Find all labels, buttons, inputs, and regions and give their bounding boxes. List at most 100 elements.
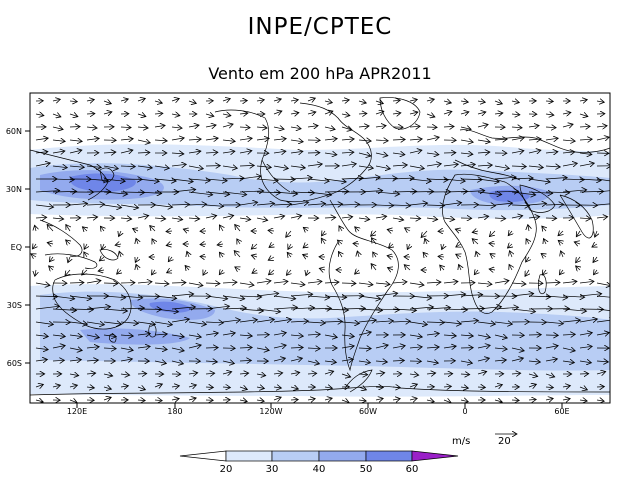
wind-vector bbox=[476, 251, 478, 257]
wind-vector bbox=[290, 166, 305, 168]
wind-vector bbox=[273, 192, 298, 194]
wind-vector bbox=[494, 203, 513, 205]
colorbar-label-60: 60 bbox=[406, 464, 419, 475]
wind-vector bbox=[217, 244, 224, 245]
wind-vector bbox=[52, 360, 64, 361]
wind-vector bbox=[375, 192, 400, 194]
wind-vector bbox=[562, 386, 570, 387]
wind-vector bbox=[239, 320, 257, 322]
wind-vector bbox=[290, 321, 308, 322]
colorbar-upper-triangle bbox=[411, 450, 459, 462]
wind-vector bbox=[477, 112, 486, 114]
wind-vector bbox=[477, 140, 490, 142]
wind-vector bbox=[86, 138, 99, 140]
wind-vector bbox=[35, 205, 54, 207]
wind-vector bbox=[561, 251, 563, 258]
wind-vector bbox=[494, 166, 509, 169]
wind-vector bbox=[290, 140, 303, 142]
wind-vector bbox=[579, 361, 591, 363]
wind-vector bbox=[562, 281, 577, 283]
wind-vector bbox=[596, 217, 608, 218]
wind-vector bbox=[152, 270, 156, 275]
wind-vector bbox=[205, 387, 213, 388]
wind-vector bbox=[268, 257, 275, 260]
wind-vector bbox=[324, 111, 333, 114]
wind-vector bbox=[528, 179, 550, 182]
wind-vector bbox=[234, 251, 241, 258]
wind-vector bbox=[103, 309, 128, 311]
wind-vector bbox=[222, 215, 234, 218]
wind-vector bbox=[443, 386, 451, 387]
wind-vector bbox=[387, 229, 394, 231]
wind-vector bbox=[171, 99, 179, 102]
wind-vector bbox=[511, 101, 519, 103]
wind-vector bbox=[511, 178, 533, 179]
wind-vector bbox=[545, 114, 554, 115]
wind-vector bbox=[188, 204, 207, 205]
wind-vector bbox=[477, 165, 492, 166]
wind-vector bbox=[273, 307, 298, 309]
wind-vector bbox=[528, 204, 547, 206]
wind-vector bbox=[185, 266, 189, 271]
wind-vector bbox=[358, 387, 366, 390]
wind-vector bbox=[596, 320, 610, 322]
lat-label-30s: 30S bbox=[7, 301, 22, 310]
wind-vector bbox=[154, 179, 176, 181]
wind-vector bbox=[290, 387, 298, 389]
wind-vector bbox=[579, 100, 587, 101]
wind-vector bbox=[256, 203, 275, 205]
wind-vector bbox=[239, 202, 258, 205]
wind-vector bbox=[562, 179, 584, 180]
wind-vector bbox=[120, 348, 133, 350]
wind-vector bbox=[205, 348, 218, 349]
wind-vector bbox=[404, 265, 411, 270]
wind-vector bbox=[303, 255, 308, 258]
wind-vector bbox=[290, 347, 303, 348]
wind-vector bbox=[494, 348, 507, 349]
wind-vector bbox=[562, 296, 585, 297]
wind-vector bbox=[69, 374, 79, 376]
wind-vector bbox=[222, 178, 244, 179]
wind-vector bbox=[373, 252, 376, 257]
lon-label-0: 0 bbox=[462, 407, 467, 416]
wind-vector bbox=[477, 152, 490, 153]
wind-vector bbox=[562, 361, 574, 363]
wind-vector bbox=[459, 265, 461, 271]
wind-vector bbox=[358, 296, 381, 299]
wind-vector bbox=[579, 163, 594, 166]
wind-vector bbox=[69, 296, 92, 299]
wind-vector bbox=[69, 140, 82, 141]
wind-vector bbox=[256, 100, 264, 101]
wind-vector bbox=[596, 400, 604, 401]
wind-vector bbox=[545, 138, 558, 140]
wind-vector bbox=[222, 166, 237, 168]
wind-vector bbox=[52, 296, 75, 299]
wind-vector bbox=[460, 361, 472, 363]
wind-vector bbox=[137, 140, 150, 143]
wind-vector bbox=[375, 309, 400, 310]
wind-vector bbox=[171, 361, 183, 364]
wind-vector bbox=[239, 165, 254, 166]
wind-vector bbox=[341, 164, 356, 166]
wind-vector bbox=[375, 140, 388, 141]
wind-vector bbox=[341, 374, 351, 377]
wind-vector bbox=[273, 127, 284, 129]
wind-vector bbox=[545, 204, 564, 205]
wind-vector bbox=[303, 244, 308, 248]
wind-vector bbox=[86, 127, 97, 128]
wind-vector bbox=[306, 270, 308, 276]
wind-vector bbox=[409, 374, 419, 375]
wind-vector bbox=[358, 283, 373, 285]
wind-vector bbox=[443, 400, 451, 403]
wind-vector bbox=[256, 281, 271, 283]
wind-vector bbox=[99, 257, 104, 261]
wind-vector bbox=[375, 387, 383, 388]
wind-vector bbox=[392, 360, 404, 361]
wind-vector bbox=[290, 178, 312, 179]
wind-vector bbox=[460, 295, 483, 296]
wind-vector bbox=[545, 127, 556, 128]
wind-vector bbox=[494, 218, 506, 219]
wind-vector bbox=[460, 400, 468, 402]
wind-vector bbox=[239, 309, 264, 311]
wind-vector bbox=[52, 166, 67, 168]
